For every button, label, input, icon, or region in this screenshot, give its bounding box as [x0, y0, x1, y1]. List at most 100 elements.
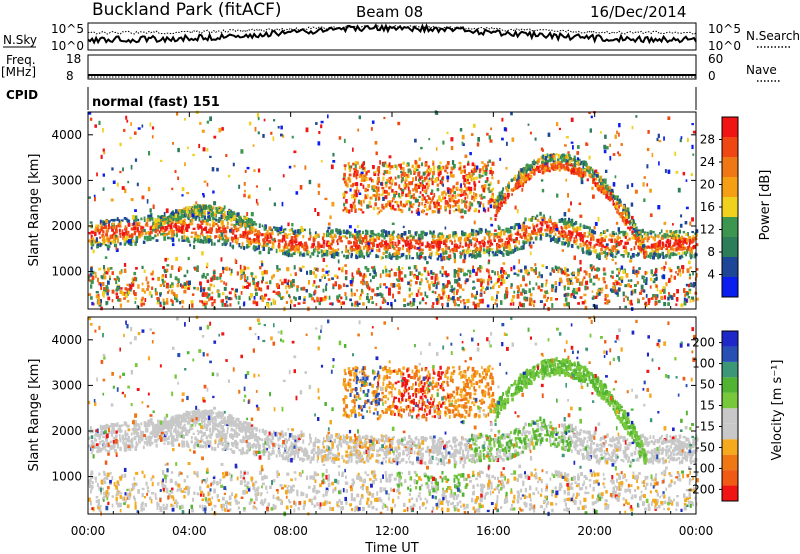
power-mark-6840	[162, 266, 165, 269]
power-mark-350	[430, 245, 433, 249]
power-mark-9632	[449, 173, 453, 178]
power-mark-1174	[622, 233, 626, 237]
power-mark-6788	[260, 295, 263, 299]
power-mark-6460	[688, 276, 691, 280]
power-mark-1882	[677, 243, 680, 246]
power-mark-1892	[90, 230, 94, 234]
power-heatmap-marks	[88, 110, 699, 312]
power-mark-7108	[559, 267, 562, 271]
power-mark-1078	[138, 221, 141, 225]
power-mark-7022	[495, 281, 498, 285]
noise-right-tick-bottom: 10^0	[708, 39, 741, 53]
power-mark-2522	[222, 227, 224, 232]
power-mark-7240	[388, 274, 391, 278]
power-mark-9734	[349, 165, 352, 170]
nave-label: Nave	[746, 63, 777, 77]
power-mark-3406	[386, 233, 389, 238]
power-mark-8930	[633, 234, 636, 238]
power-mark-3328	[221, 220, 224, 225]
power-mark-7600	[97, 300, 101, 305]
power-mark-6916	[559, 277, 562, 282]
power-mark-4440	[486, 286, 489, 290]
power-mark-6550	[100, 299, 102, 304]
power-mark-6504	[264, 293, 268, 297]
power-mark-7120	[303, 296, 306, 299]
power-mark-8404	[631, 223, 634, 226]
power-mark-7402	[396, 278, 398, 281]
power-mark-8952	[541, 162, 545, 168]
power-mark-4396	[682, 237, 686, 240]
power-mark-3898	[382, 251, 385, 256]
power-mark-9002	[519, 180, 523, 185]
power-mark-7946	[681, 265, 685, 269]
power-mark-6752	[643, 279, 646, 283]
power-mark-3766	[293, 240, 297, 244]
power-mark-9478	[344, 167, 346, 171]
power-mark-6742	[175, 294, 178, 298]
power-mark-9142	[551, 165, 555, 171]
power-mark-8086	[517, 183, 520, 189]
power-mark-3964	[242, 246, 245, 250]
power-mark-2848	[355, 239, 358, 245]
power-mark-9622	[467, 186, 471, 191]
power-mark-9052	[516, 178, 518, 182]
power-mark-2086	[624, 241, 627, 246]
power-mark-8384	[559, 163, 562, 168]
power-mark-2938	[568, 241, 571, 246]
power-mark-8260	[560, 162, 563, 166]
power-mark-4354	[566, 237, 569, 242]
power-mark-578	[588, 241, 591, 245]
power-mark-6870	[290, 282, 293, 287]
power-mark-7778	[292, 279, 295, 284]
power-mark-6	[646, 231, 649, 236]
power-mark-8650	[608, 198, 612, 202]
power-mark-42	[685, 249, 689, 254]
power-mark-1926	[510, 238, 513, 242]
power-mark-7496	[181, 300, 185, 304]
power-mark-8884	[573, 162, 576, 168]
power-mark-9642	[404, 180, 407, 185]
power-mark-6770	[602, 267, 606, 272]
power-mark-9184	[496, 196, 499, 200]
power-mark-7316	[183, 290, 187, 294]
power-mark-8700	[634, 227, 637, 230]
power-mark-8144	[595, 177, 598, 181]
power-mark-8230	[514, 186, 517, 191]
power-mark-7300	[390, 268, 393, 271]
power-mark-7638	[216, 289, 219, 293]
power-mark-4162	[303, 247, 305, 251]
power-mark-9078	[506, 189, 510, 193]
power-mark-324	[203, 215, 206, 220]
power-mark-7746	[408, 287, 411, 292]
power-mark-7648	[504, 271, 507, 275]
power-mark-6010	[604, 301, 607, 305]
power-mark-3592	[599, 244, 603, 247]
power-mark-3726	[524, 240, 528, 244]
power-mark-2676	[381, 233, 384, 238]
power-mark-9894	[353, 193, 356, 197]
power-mark-6994	[174, 276, 178, 281]
power-mark-9858	[468, 181, 471, 185]
power-mark-9708	[421, 201, 423, 206]
power-mark-7848	[359, 272, 362, 276]
power-mark-3648	[546, 224, 549, 229]
power-mark-1154	[400, 253, 403, 258]
power-mark-8786	[540, 156, 543, 160]
power-mark-6928	[482, 279, 485, 284]
power-mark-3778	[497, 243, 501, 249]
power-mark-6262	[168, 289, 170, 292]
power-mark-2930	[440, 256, 443, 262]
power-mark-7744	[434, 280, 436, 285]
power-mark-8722	[602, 189, 605, 194]
power-mark-6842	[529, 293, 533, 297]
power-mark-2124	[414, 231, 417, 236]
power-mark-7190	[583, 270, 587, 273]
power-mark-7382	[556, 266, 560, 269]
power-mark-2038	[350, 254, 353, 259]
power-mark-4002	[639, 232, 642, 235]
power-mark-2566	[235, 219, 239, 224]
power-mark-3594	[321, 236, 325, 241]
power-mark-9650	[426, 169, 429, 173]
power-mark-1278	[241, 242, 244, 247]
